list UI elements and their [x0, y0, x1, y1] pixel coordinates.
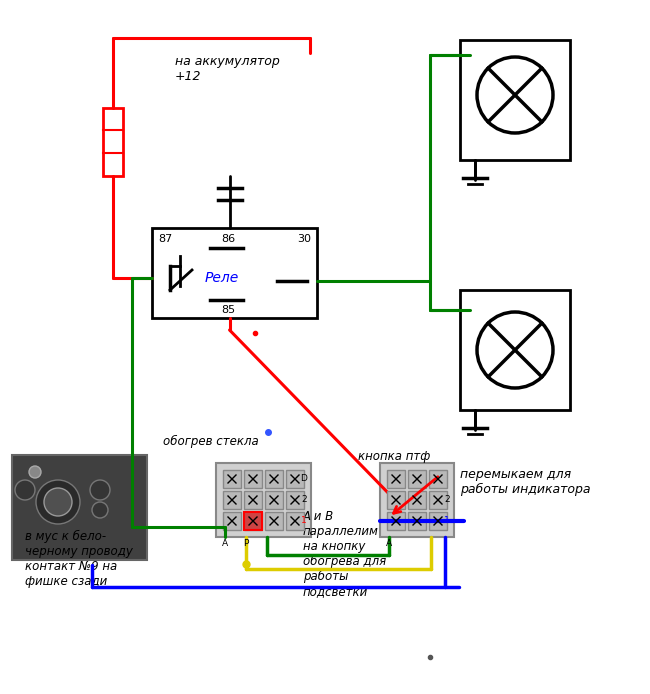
Bar — [286, 470, 304, 488]
Bar — [380, 463, 454, 537]
Bar — [460, 290, 570, 410]
Bar — [152, 228, 317, 318]
Text: 30: 30 — [297, 234, 311, 244]
Circle shape — [44, 488, 72, 516]
Bar — [216, 463, 311, 537]
Bar — [265, 491, 283, 509]
Bar — [223, 491, 241, 509]
Bar — [387, 491, 405, 509]
Bar — [387, 470, 405, 488]
Bar — [265, 512, 283, 530]
Circle shape — [15, 480, 35, 500]
Bar — [103, 108, 123, 176]
Circle shape — [92, 502, 108, 518]
Circle shape — [90, 480, 110, 500]
Bar — [408, 512, 426, 530]
Text: 1: 1 — [444, 516, 450, 525]
Bar — [429, 470, 447, 488]
Bar — [244, 512, 262, 530]
Text: 2: 2 — [445, 495, 450, 504]
Bar — [286, 512, 304, 530]
Text: A: A — [386, 539, 392, 548]
Text: 2: 2 — [302, 495, 307, 504]
Bar — [387, 512, 405, 530]
Text: D: D — [300, 474, 307, 483]
Text: A: A — [222, 539, 228, 548]
Bar — [223, 512, 241, 530]
Text: Реле: Реле — [204, 271, 239, 285]
Bar — [12, 455, 147, 560]
Bar — [286, 491, 304, 509]
Bar — [265, 470, 283, 488]
Bar — [429, 512, 447, 530]
Circle shape — [29, 466, 41, 478]
Bar — [223, 470, 241, 488]
Text: 1: 1 — [301, 516, 307, 525]
Bar — [408, 470, 426, 488]
Bar — [244, 470, 262, 488]
Text: А и В
параллелим
на кнопку
обогрева для
работы
подсветки: А и В параллелим на кнопку обогрева для … — [303, 510, 386, 598]
Text: обогрев стекла: обогрев стекла — [163, 435, 259, 448]
Text: в мус к бело-
черному проводу
контакт №9 на
фишке сзади: в мус к бело- черному проводу контакт №9… — [25, 530, 133, 588]
Text: на аккумулятор
+12: на аккумулятор +12 — [175, 55, 280, 83]
Bar — [460, 40, 570, 160]
Text: 87: 87 — [158, 234, 172, 244]
Text: кнопка птф: кнопка птф — [358, 450, 430, 463]
Bar — [244, 512, 262, 530]
Circle shape — [36, 480, 80, 524]
Text: P: P — [243, 539, 249, 548]
Bar — [408, 491, 426, 509]
Text: перемыкаем для
работы индикатора: перемыкаем для работы индикатора — [460, 468, 590, 496]
Bar — [244, 491, 262, 509]
Text: 85: 85 — [221, 305, 235, 315]
Bar — [429, 491, 447, 509]
Text: 86: 86 — [221, 234, 235, 244]
